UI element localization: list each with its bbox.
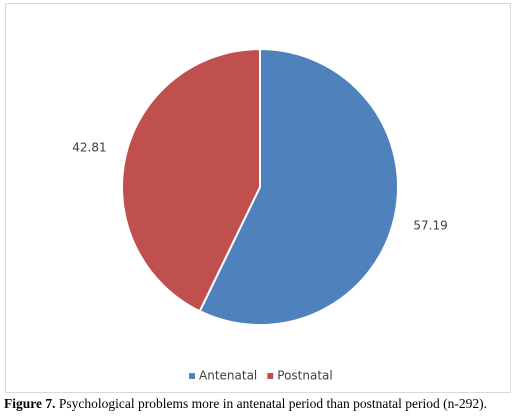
pie-slice [121,47,261,313]
data-label: 42.81 [72,140,106,154]
chart: 57.19 42.81 Antenatal Postnatal [5,3,511,393]
caption: Figure 7. Psychological problems more in… [4,396,519,412]
data-label: 57.19 [413,219,447,233]
legend-swatch [189,373,195,379]
caption-label: Figure 7. [4,396,56,411]
legend-label: Antenatal [199,369,257,383]
legend-label: Postnatal [277,369,332,383]
legend-swatch [267,373,274,379]
caption-text: Psychological problems more in antenatal… [58,396,488,411]
pie-slice [198,47,399,326]
